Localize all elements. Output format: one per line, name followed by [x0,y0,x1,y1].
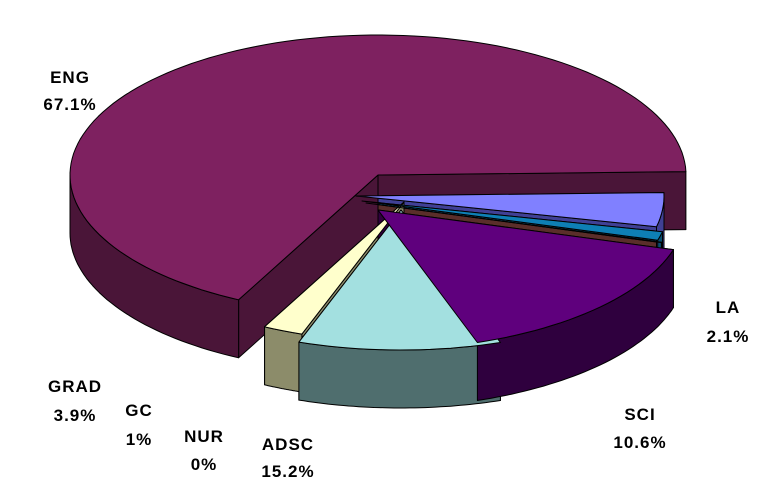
label-gc-name: GC [125,401,153,420]
slice-nur [365,202,663,244]
label-gc-value: 1% [126,430,153,449]
label-adsc-name: ADSC [262,435,314,454]
label-grad-name: GRAD [48,377,102,396]
slice-eng [69,34,687,301]
slice-gc [361,200,663,241]
label-la-name: LA [716,298,741,317]
slice-tops [69,34,687,351]
slice-sci [298,209,501,351]
label-sci-value: 10.6% [613,433,666,452]
label-nur-name: NUR [184,427,224,446]
slice-la-wall-0 [264,326,303,393]
label-eng-name: ENG [50,68,90,87]
slice-adsc [377,209,674,343]
label-adsc-value: 15.2% [261,462,314,481]
label-sci-name: SCI [624,405,655,424]
label-eng-value: 67.1% [43,95,96,114]
slice-la [264,201,405,335]
slice-grad [355,192,665,228]
label-nur-value: 0% [191,455,218,474]
slice-sci-wall-0 [298,341,501,409]
label-grad-value: 3.9% [54,406,97,425]
label-la-value: 2.1% [707,327,750,346]
